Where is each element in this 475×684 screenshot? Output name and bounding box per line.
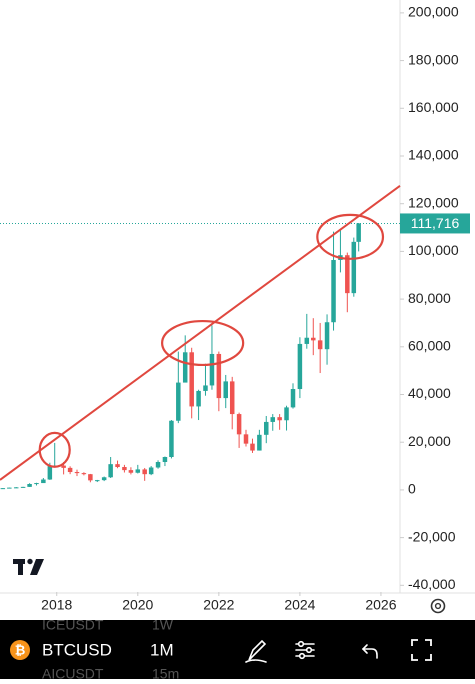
candle-body [61,465,66,468]
y-tick-label: 20,000 [408,433,451,449]
y-tick-label: -40,000 [408,576,456,592]
ghost-interval: 15m [152,666,179,679]
candle-body [311,337,316,341]
fullscreen-button[interactable] [411,639,432,661]
candle-body [257,434,262,451]
ghost-symbol: AICUSDT [42,666,104,679]
toolbar [0,620,475,679]
undo-button[interactable] [361,644,378,659]
symbol-button[interactable]: BTCUSD [42,640,112,659]
candle-body [169,420,174,457]
candle-body [0,488,6,490]
x-tick-label: 2018 [41,597,72,613]
candle-body [317,340,323,350]
candle-body [203,385,208,391]
last-price-label: 111,716 [411,215,460,231]
candle-body [162,456,168,463]
candle-body [88,474,93,481]
x-tick-label: 2020 [122,597,153,613]
candle-body [41,479,46,484]
candle-body [108,464,113,478]
tv-logo [13,558,44,575]
candle-body [34,483,39,485]
y-tick-label: 0 [408,481,416,497]
y-tick-label: 120,000 [408,194,459,210]
candle-body [250,443,255,451]
candle-body [95,480,100,482]
candle-body [148,467,154,475]
candle-body [345,255,350,294]
candle-body [189,352,194,407]
candle-body [223,381,228,399]
candle-body [196,390,201,407]
candle-body [304,337,310,344]
last-price-box [400,213,470,234]
y-tick-label: 140,000 [408,147,459,163]
candle-body [27,483,32,487]
symbol-icon-glyph: ₿ [15,642,26,657]
candle-body [209,353,215,386]
candle-body [115,464,120,468]
plot [0,184,401,490]
candle-body [176,382,181,421]
candle-body [101,477,107,481]
x-tick-label: 2024 [284,597,315,613]
candle-body [182,352,188,383]
candle-body [324,322,330,350]
candle-body [47,466,53,480]
x-tick-label: 2026 [365,597,396,613]
candle-body [74,472,80,474]
interval-button[interactable]: 1M [150,640,174,659]
y-tick-label: 40,000 [408,385,451,401]
chart-background [0,0,475,620]
draw-button[interactable] [245,639,267,663]
candle-body [284,407,289,421]
indicators-button[interactable] [295,640,315,660]
ghost-interval: 1W [152,617,174,633]
axes: -40,000 -20,000 0 20,000 40,000 60,000 80,000 1… [41,4,470,613]
candle-body [351,241,357,294]
highlight-ellipse [316,213,385,260]
y-tick-label: 200,000 [408,4,459,20]
candle-body [277,417,282,421]
x-tick-label: 2022 [203,597,234,613]
candle-body [155,462,161,468]
y-tick-label: 100,000 [408,242,459,258]
symbol-icon [10,640,30,660]
candle-body [20,486,26,488]
candle-body [236,414,242,435]
y-tick-label: 180,000 [408,51,459,67]
candle-body [243,434,249,444]
candle-body [229,381,235,415]
candle-body [297,343,303,390]
candle-body [216,353,222,399]
candle-body [135,469,141,473]
candle-body [356,223,361,242]
y-tick-label: 160,000 [408,99,459,115]
y-tick-label: -20,000 [408,528,456,544]
y-tick-label: 80,000 [408,290,451,306]
candle-body [13,487,19,489]
highlight-ellipse [38,431,71,468]
candle-body [128,470,134,473]
candle-body [331,259,336,323]
candle-body [81,473,87,475]
settings-button[interactable] [430,598,446,614]
candle-body [142,469,147,475]
candle-body [270,417,275,422]
candle-body [122,467,127,471]
candle-body [7,487,12,489]
trendline [0,184,401,481]
candle-body [264,421,269,435]
highlight-ellipse [161,319,245,367]
candle-body [67,467,73,473]
y-tick-label: 60,000 [408,338,451,354]
ghost-symbol: ICEUSDT [42,617,104,633]
candle-body [290,389,296,408]
